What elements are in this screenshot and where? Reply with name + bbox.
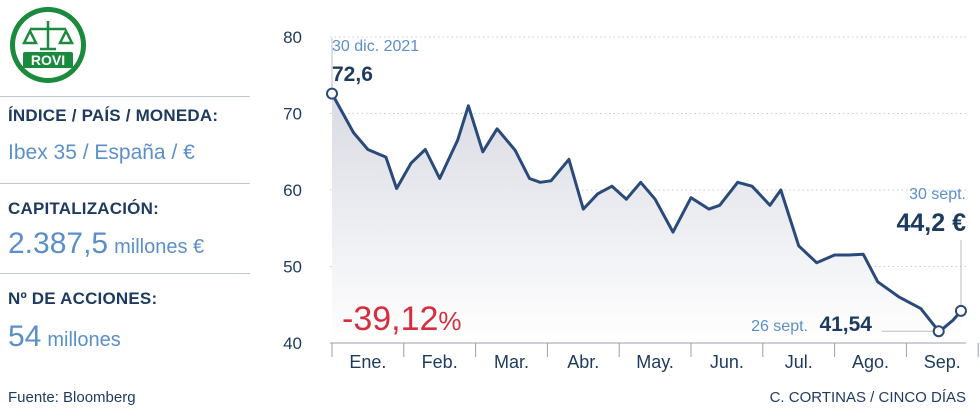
scales-icon	[21, 21, 75, 51]
index-label: ÍNDICE / PAÍS / MONEDA:	[8, 106, 219, 125]
shares-value-row: 54 millones	[8, 320, 121, 354]
rovi-logo: ROVI	[10, 7, 86, 83]
annotations: 30 dic. 2021 72,6 30 sept. 44,2 € 26 sep…	[326, 38, 967, 338]
x-axis: Ene. Feb. Mar. Abr. May. Jun. Jul. Ago. Sep.	[330, 342, 979, 372]
end-value-label: 44,2 €	[896, 209, 966, 237]
y-tick-label: 80	[283, 28, 302, 47]
source-note: Fuente: Bloomberg	[8, 389, 136, 406]
y-tick-label: 60	[283, 181, 302, 200]
x-tick-label: Jul.	[785, 352, 813, 372]
shares-label: Nº DE ACCIONES:	[8, 289, 158, 308]
x-tick-label: Mar.	[494, 352, 529, 372]
start-date-label: 30 dic. 2021	[332, 38, 419, 55]
end-point	[954, 304, 967, 317]
shares-value: 54	[8, 320, 42, 353]
y-tick-label: 50	[283, 258, 302, 277]
change-value: -39,12	[342, 300, 438, 338]
shares-unit: millones	[47, 329, 121, 351]
divider	[0, 96, 250, 97]
end-date-label: 30 sept.	[909, 186, 966, 203]
capitalization-value-row: 2.387,5 millones €	[8, 227, 204, 261]
min-value-label: 41,54	[819, 313, 872, 336]
index-value: Ibex 35 / España / €	[8, 141, 195, 164]
change-unit: %	[438, 306, 461, 336]
divider	[0, 273, 250, 274]
start-point	[326, 87, 338, 100]
capitalization-value: 2.387,5	[8, 227, 109, 260]
logo-text: ROVI	[31, 52, 65, 68]
min-point	[932, 325, 945, 338]
x-tick-label: Feb.	[422, 352, 458, 372]
divider	[0, 183, 250, 184]
start-value-label: 72,6	[332, 63, 373, 86]
capitalization-label: CAPITALIZACIÓN:	[8, 199, 159, 218]
price-line	[330, 92, 963, 333]
x-tick-label: Ago.	[852, 352, 889, 372]
x-tick-label: Sep.	[924, 352, 961, 372]
credit-note: C. CORTINAS / CINCO DÍAS	[769, 389, 966, 406]
price-area	[332, 93, 961, 343]
x-tick-label: Ene.	[349, 352, 386, 372]
capitalization-unit: millones €	[114, 236, 205, 258]
change-label: -39,12%	[342, 300, 462, 338]
x-tick-label: Abr.	[567, 352, 599, 372]
x-tick-label: May.	[636, 352, 674, 372]
y-axis: 40 50 60 70 80	[283, 28, 302, 353]
logo-banner	[23, 52, 73, 68]
x-tick-label: Jun.	[710, 352, 744, 372]
y-tick-label: 70	[283, 105, 302, 124]
min-date-label: 26 sept.	[751, 318, 808, 335]
y-tick-label: 40	[283, 334, 302, 353]
